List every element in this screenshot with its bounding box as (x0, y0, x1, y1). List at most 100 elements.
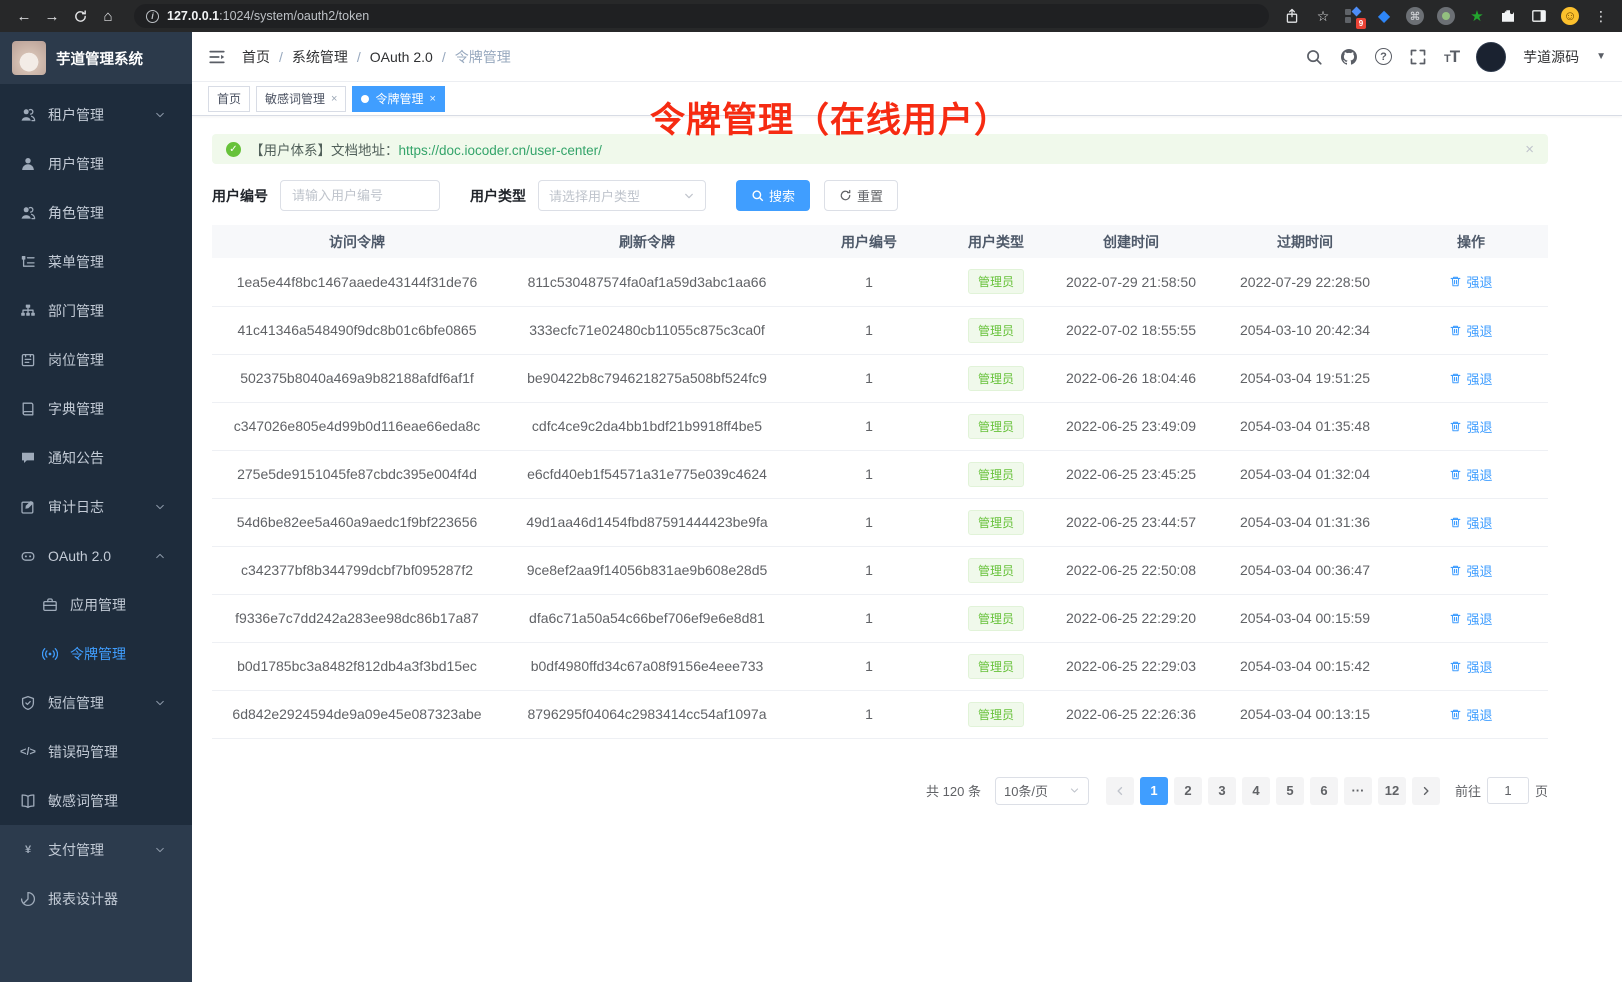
hamburger-icon[interactable] (208, 48, 226, 66)
force-logout-button[interactable]: 强退 (1449, 417, 1493, 436)
browser-forward-icon[interactable]: → (44, 7, 60, 25)
sidebar-item-errcode[interactable]: </> 错误码管理 (0, 727, 192, 776)
github-icon[interactable] (1340, 48, 1358, 66)
fullscreen-icon[interactable] (1409, 48, 1427, 66)
font-size-icon[interactable]: TT (1443, 46, 1460, 66)
table-row: f9336e7c7dd242a283ee98dc86b17a87 dfa6c71a… (212, 594, 1548, 643)
force-logout-button[interactable]: 强退 (1449, 369, 1493, 388)
cell-access-token: c342377bf8b344799dcbf7bf095287f2 (212, 546, 502, 595)
cell-expires-at: 2054-03-04 00:15:42 (1216, 642, 1394, 691)
force-logout-button[interactable]: 强退 (1449, 561, 1493, 580)
tag-敏感词管理[interactable]: 敏感词管理 × (256, 85, 347, 112)
sidebar-item-report[interactable]: 报表设计器 (0, 874, 192, 923)
user-type-badge: 管理员 (967, 557, 1024, 583)
app-logo[interactable]: 芋道管理系统 (0, 32, 192, 84)
table-row: 275e5de9151045fe87cbdc395e004f4d e6cfd40e… (212, 450, 1548, 499)
profile-avatar-icon[interactable]: ☺ (1561, 7, 1579, 25)
tag-close-icon[interactable]: × (429, 92, 436, 105)
force-logout-button[interactable]: 强退 (1449, 513, 1493, 532)
more-pages-button[interactable]: ··· (1343, 776, 1372, 805)
sidebar-item-notice[interactable]: 通知公告 (0, 433, 192, 482)
force-logout-button[interactable]: 强退 (1449, 321, 1493, 340)
page-button-4[interactable]: 4 (1241, 776, 1270, 805)
address-bar[interactable]: i 127.0.0.1:1024/system/oauth2/token (134, 4, 1269, 28)
browser-toolbar: ← → ⌂ i 127.0.0.1:1024/system/oauth2/tok… (0, 0, 1622, 32)
browser-back-icon[interactable]: ← (16, 7, 32, 25)
page-button-1[interactable]: 1 (1139, 776, 1168, 805)
puzzle-extensions-icon[interactable] (1499, 7, 1517, 25)
browser-reload-icon[interactable] (68, 4, 92, 28)
recorder-extension-icon[interactable] (1437, 7, 1455, 25)
chevron-down (156, 700, 164, 705)
user-id-input[interactable] (280, 180, 440, 211)
page-size-select[interactable]: 10条/页 (994, 776, 1089, 805)
share-icon[interactable] (1283, 7, 1301, 25)
tag-令牌管理[interactable]: 令牌管理 × (352, 85, 445, 112)
cell-user-type: 管理员 (946, 690, 1046, 739)
cell-user-type: 管理员 (946, 306, 1046, 355)
breadcrumb-item[interactable]: 系统管理 (291, 48, 348, 65)
prev-page-button[interactable] (1105, 776, 1134, 805)
sidebar-item-dict[interactable]: 字典管理 (0, 384, 192, 433)
tags-bar: 首页 敏感词管理 × 令牌管理 × (192, 82, 1622, 116)
sidebar-item-sensitive[interactable]: 敏感词管理 (0, 776, 192, 825)
oauth-icon (21, 551, 35, 561)
force-logout-button[interactable]: 强退 (1449, 272, 1493, 291)
command-extension-icon[interactable]: ⌘ (1406, 7, 1424, 25)
next-page-button[interactable] (1411, 776, 1440, 805)
help-icon[interactable]: ? (1374, 48, 1392, 65)
page-button-12[interactable]: 12 (1377, 776, 1406, 805)
sidebar-item-label: 敏感词管理 (48, 792, 118, 809)
force-logout-button[interactable]: 强退 (1449, 705, 1493, 724)
search-icon[interactable] (1305, 48, 1323, 66)
alert-close-icon[interactable]: × (1525, 140, 1534, 158)
sidebar-item-tenant[interactable]: 租户管理 (0, 90, 192, 139)
sidebar-item-pay[interactable]: ¥ 支付管理 (0, 825, 192, 874)
sidebar-item-post[interactable]: 岗位管理 (0, 335, 192, 384)
star-extension-icon[interactable]: ★ (1470, 8, 1484, 25)
page-button-2[interactable]: 2 (1173, 776, 1202, 805)
sidebar-item-label: 租户管理 (48, 106, 104, 123)
force-logout-button[interactable]: 强退 (1449, 657, 1493, 676)
breadcrumb-item[interactable]: 首页 (242, 48, 270, 65)
search-button[interactable]: 搜索 (736, 180, 811, 211)
chevron-down (156, 847, 164, 852)
page-button-6[interactable]: 6 (1309, 776, 1338, 805)
browser-menu-icon[interactable]: ⋮ (1594, 7, 1608, 24)
site-info-icon[interactable]: i (146, 9, 159, 23)
tag-close-icon[interactable]: × (331, 92, 338, 105)
table-row: b0d1785bc3a8482f812db4a3f3bd15ec b0df4980… (212, 642, 1548, 691)
gem-extension-icon[interactable]: ◆ (1377, 8, 1391, 25)
side-panel-icon[interactable] (1530, 7, 1548, 25)
sidebar-item-role[interactable]: 角色管理 (0, 188, 192, 237)
force-logout-button[interactable]: 强退 (1449, 609, 1493, 628)
alert-doc-link[interactable]: https://doc.iocoder.cn/user-center/ (398, 143, 602, 158)
sidebar-item-oauth2[interactable]: OAuth 2.0 (0, 531, 192, 580)
sidebar-item-menu[interactable]: 菜单管理 (0, 237, 192, 286)
bookmark-star-icon[interactable]: ☆ (1316, 7, 1330, 24)
sidebar-item-dept[interactable]: 部门管理 (0, 286, 192, 335)
user-type-select[interactable]: 请选择用户类型 (538, 180, 706, 211)
goto-page-input[interactable] (1486, 777, 1529, 804)
sidebar-item-sms[interactable]: 短信管理 (0, 678, 192, 727)
sidebar-item-audit-log[interactable]: 审计日志 (0, 482, 192, 531)
sidebar-item-label: 短信管理 (48, 694, 104, 711)
cell-access-token: 6d842e2924594de9a09e45e087323abe (212, 690, 502, 739)
cell-refresh-token: 8796295f04064c2983414cc54af1097a (502, 690, 792, 739)
page-content: ✓ 【用户体系】文档地址：https://doc.iocoder.cn/user… (192, 116, 1622, 805)
extension-grid-icon[interactable]: 9 (1345, 6, 1366, 29)
page-button-3[interactable]: 3 (1207, 776, 1236, 805)
sidebar-item-oauth2-app[interactable]: 应用管理 (0, 580, 192, 629)
sidebar-item-oauth2-token[interactable]: 令牌管理 (0, 629, 192, 678)
breadcrumb-item[interactable]: OAuth 2.0 (369, 48, 433, 65)
sidebar-item-user[interactable]: 用户管理 (0, 139, 192, 188)
user-menu-caret-icon[interactable]: ▼ (1596, 51, 1606, 62)
user-avatar[interactable] (1476, 41, 1507, 72)
reset-button[interactable]: 重置 (824, 180, 899, 211)
browser-home-icon[interactable]: ⌂ (103, 7, 113, 25)
navbar-actions: ? TT 芋道源码 ▼ (1305, 41, 1606, 72)
cell-actions: 强退 (1394, 690, 1548, 739)
page-button-5[interactable]: 5 (1275, 776, 1304, 805)
force-logout-button[interactable]: 强退 (1449, 465, 1493, 484)
tag-首页[interactable]: 首页 (208, 85, 251, 112)
